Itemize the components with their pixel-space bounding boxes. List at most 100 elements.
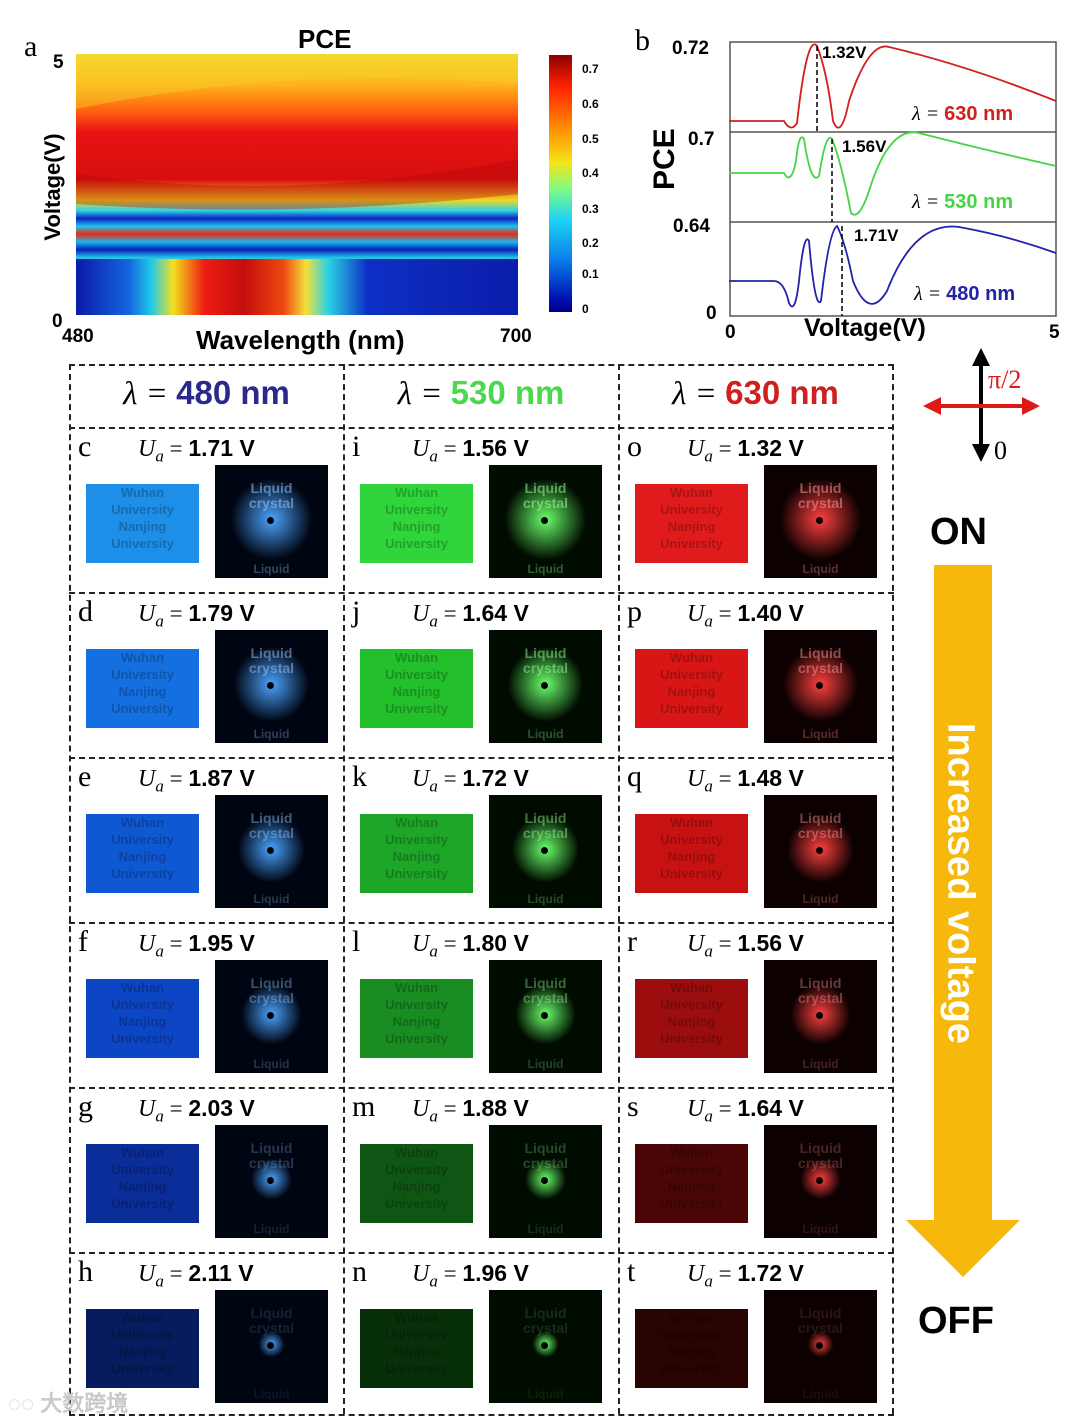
hologram-image: Wuhan University Nanjing University (360, 649, 473, 728)
panel-a-xtick-right: 700 (500, 326, 532, 347)
panel-letter: l (352, 925, 361, 958)
center-spot (267, 1342, 274, 1349)
hologram-image: Wuhan University Nanjing University (86, 484, 199, 563)
hologram-image: Wuhan University Nanjing University (360, 814, 473, 893)
image-caption: Liquid crystal (248, 1140, 295, 1171)
image-caption: Nanjing (118, 684, 167, 699)
image-caption: Liquid (253, 727, 290, 741)
increased-voltage-arrow (906, 565, 1020, 1277)
polarizer-angle-top: π/2 (988, 365, 1022, 394)
center-spot (816, 1177, 823, 1184)
panel-a-xlabel: Wavelength (nm) (196, 325, 405, 355)
image-caption: Wuhan (120, 980, 165, 995)
image-caption: University (111, 997, 174, 1012)
column-header-480: λ = 480 nm (123, 374, 290, 412)
image-caption: Wuhan (394, 815, 439, 830)
center-spot (541, 1342, 548, 1349)
center-spot (816, 847, 823, 854)
image-caption: University (111, 1327, 174, 1342)
image-caption: Nanjing (392, 1179, 441, 1194)
image-caption: University (660, 832, 723, 847)
image-caption: Wuhan (120, 650, 165, 665)
image-caption: University (111, 1031, 174, 1046)
image-caption: University (385, 1327, 448, 1342)
diffraction-image: Liquid crystal Liquid (215, 960, 328, 1073)
applied-voltage-label: Ua = 2.11 V (138, 1260, 254, 1291)
image-caption: Liquid crystal (522, 645, 569, 676)
diffraction-image: Liquid crystal Liquid (764, 960, 877, 1073)
center-spot (816, 682, 823, 689)
image-caption: Nanjing (667, 684, 716, 699)
hologram-image: Wuhan University Nanjing University (86, 979, 199, 1058)
cb-tick: 0.6 (582, 97, 599, 111)
diffraction-image: Liquid crystal Liquid (489, 630, 602, 743)
series-630nm (729, 43, 1057, 129)
image-caption: Nanjing (392, 684, 441, 699)
image-caption: Liquid (802, 892, 839, 906)
diffraction-image: Liquid crystal Liquid (489, 1290, 602, 1403)
image-caption: Liquid (802, 727, 839, 741)
image-caption: Wuhan (394, 1145, 439, 1160)
hologram-image: Wuhan University Nanjing University (635, 484, 748, 563)
hologram-image: Wuhan University Nanjing University (360, 1144, 473, 1223)
cb-tick: 0 (582, 302, 589, 316)
polarizer-diagram (923, 348, 1040, 462)
center-spot (541, 1177, 548, 1184)
image-caption: University (111, 1196, 174, 1211)
center-spot (541, 847, 548, 854)
image-caption: Liquid (802, 1057, 839, 1071)
image-caption: Liquid (253, 1057, 290, 1071)
diffraction-image: Liquid crystal Liquid (489, 960, 602, 1073)
image-caption: Wuhan (394, 980, 439, 995)
image-caption: Nanjing (392, 519, 441, 534)
panel-a-ylabel: Voltage(V) (40, 133, 65, 241)
diffraction-image: Liquid crystal Liquid (215, 1290, 328, 1403)
pce-heatmap (76, 54, 518, 315)
panel-a-xtick-left: 480 (62, 326, 94, 347)
applied-voltage-label: Ua = 1.64 V (412, 600, 529, 631)
column-header-530: λ = 530 nm (397, 374, 565, 412)
diffraction-image: Liquid crystal Liquid (215, 795, 328, 908)
image-caption: Wuhan (669, 485, 714, 500)
center-spot (816, 1012, 823, 1019)
panel-letter: q (627, 760, 642, 793)
image-caption: University (111, 502, 174, 517)
image-caption: Liquid crystal (248, 480, 295, 511)
panel-letter: s (627, 1090, 639, 1123)
applied-voltage-label: Ua = 1.56 V (687, 930, 804, 961)
peak-label-530: 1.56V (842, 137, 887, 156)
polarizer-angle-bottom: 0 (994, 436, 1007, 465)
center-spot (267, 847, 274, 854)
image-caption: Liquid (527, 1057, 564, 1071)
image-caption: Liquid crystal (797, 645, 844, 676)
diffraction-image: Liquid crystal Liquid (215, 465, 328, 578)
image-caption: Liquid crystal (797, 480, 844, 511)
image-caption: University (385, 502, 448, 517)
colorbar (549, 55, 572, 312)
hologram-image: Wuhan University Nanjing University (360, 979, 473, 1058)
diffraction-image: Liquid crystal Liquid (764, 630, 877, 743)
cb-tick: 0.4 (582, 166, 599, 180)
panel-letter: i (352, 430, 361, 463)
image-caption: Wuhan (669, 650, 714, 665)
image-caption: Wuhan (120, 1310, 165, 1325)
image-caption: Liquid (527, 1222, 564, 1236)
off-label: OFF (918, 1300, 994, 1342)
image-caption: University (111, 1162, 174, 1177)
image-caption: University (660, 1327, 723, 1342)
image-caption: University (660, 1031, 723, 1046)
diffraction-image: Liquid crystal Liquid (489, 465, 602, 578)
image-caption: Liquid crystal (248, 1305, 295, 1336)
image-caption: University (660, 1361, 723, 1376)
image-caption: University (385, 701, 448, 716)
image-caption: Liquid crystal (522, 810, 569, 841)
image-caption: Liquid crystal (248, 975, 295, 1006)
hologram-image: Wuhan University Nanjing University (86, 814, 199, 893)
image-caption: Wuhan (120, 1145, 165, 1160)
applied-voltage-label: Ua = 1.71 V (138, 435, 255, 466)
panel-letter: r (627, 925, 637, 958)
image-caption: Nanjing (667, 1344, 716, 1359)
center-spot (267, 682, 274, 689)
watermark-icon: ◌◌ (8, 1391, 35, 1416)
panel-letter: d (78, 595, 93, 628)
